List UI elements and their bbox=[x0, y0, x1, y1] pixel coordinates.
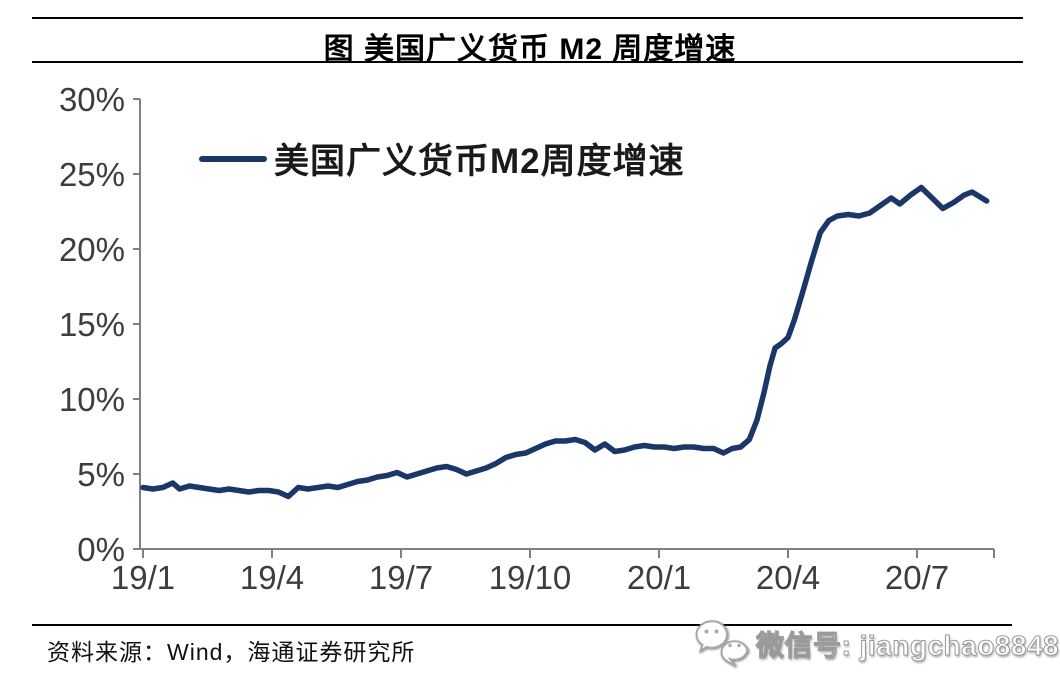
wechat-watermark: 微信号: jiangchao8848 bbox=[694, 618, 1059, 670]
x-tick-label: 19/4 bbox=[240, 559, 304, 596]
x-tick-label: 19/7 bbox=[369, 559, 433, 596]
wechat-id-text: 微信号: jiangchao8848 bbox=[755, 630, 1060, 662]
y-tick-label: 10% bbox=[59, 381, 125, 418]
y-tick-label: 5% bbox=[77, 456, 125, 493]
wechat-icon bbox=[695, 620, 749, 667]
y-tick-label: 30% bbox=[59, 81, 125, 118]
chart-legend: 美国广义货币M2周度增速 bbox=[199, 133, 685, 184]
title-rule-bottom bbox=[32, 61, 1023, 63]
chart-title: 图 美国广义货币 M2 周度增速 bbox=[323, 33, 737, 66]
y-tick-label: 20% bbox=[59, 231, 125, 268]
x-tick-label: 19/1 bbox=[111, 559, 175, 596]
x-tick-label: 19/10 bbox=[489, 559, 572, 596]
m2-growth-line bbox=[140, 184, 990, 500]
y-tick-label: 0% bbox=[77, 531, 125, 568]
y-tick-label: 15% bbox=[59, 306, 125, 343]
y-tick-label: 25% bbox=[59, 156, 125, 193]
title-rule-top bbox=[32, 17, 1023, 19]
x-tick-label: 20/1 bbox=[627, 559, 691, 596]
footer-rule bbox=[32, 624, 1012, 626]
legend-line-swatch bbox=[199, 155, 267, 162]
legend-label: 美国广义货币M2周度增速 bbox=[274, 142, 685, 181]
source-note: 资料来源：Wind，海通证券研究所 bbox=[47, 639, 416, 665]
x-tick-label: 20/7 bbox=[885, 559, 949, 596]
x-tick-label: 20/4 bbox=[756, 559, 820, 596]
